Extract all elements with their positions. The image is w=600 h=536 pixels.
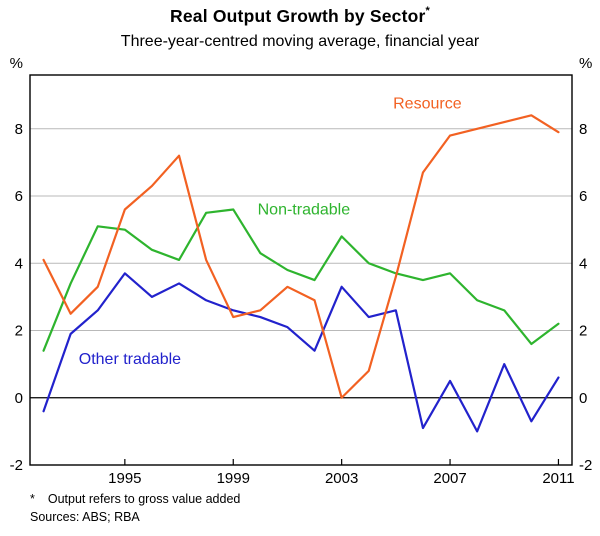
y-tick-label-right: 2 [579,323,587,340]
y-tick-label-right: 0 [579,390,587,407]
series-label-resource: Resource [393,96,462,113]
x-tick-label: 2003 [325,470,358,487]
y-tick-label-right: 4 [579,255,587,272]
sources-line: Sources: ABS; RBA [30,510,140,524]
x-tick-label: 1999 [217,470,250,487]
series-line-other_tradable [42,272,560,433]
y-tick-label-left: 0 [15,390,23,407]
y-tick-label-right: 8 [579,121,587,138]
y-tick-label-left: 4 [15,255,23,272]
footnote-marker: * [30,492,35,506]
title-footnote-marker: * [425,5,430,18]
series-line-resource [42,114,560,399]
footnote: * Output refers to gross value added [30,492,240,506]
y-tick-label-left: 8 [15,121,23,138]
x-tick-label: 2007 [433,470,466,487]
series-label-non_tradable: Non-tradable [258,202,351,219]
y-tick-label-left: 6 [15,188,23,205]
chart-title: Real Output Growth by Sector* [0,5,600,27]
x-tick-label: 2011 [542,470,574,487]
y-tick-label-left: -2 [10,457,23,474]
series-label-other_tradable: Other tradable [79,351,181,368]
y-axis-unit-left: % [10,55,23,72]
chart-title-text: Real Output Growth by Sector [170,6,426,26]
plot-frame [29,74,573,466]
footnote-text: Output refers to gross value added [47,492,241,506]
series-line-non_tradable [42,208,560,352]
y-tick-label-left: 2 [15,323,23,340]
y-tick-label-right: 6 [579,188,587,205]
x-tick-label: 1995 [108,470,141,487]
y-axis-unit-right: % [579,55,592,72]
chart-subtitle: Three-year-centred moving average, finan… [120,33,480,50]
y-tick-label-right: -2 [579,457,592,474]
